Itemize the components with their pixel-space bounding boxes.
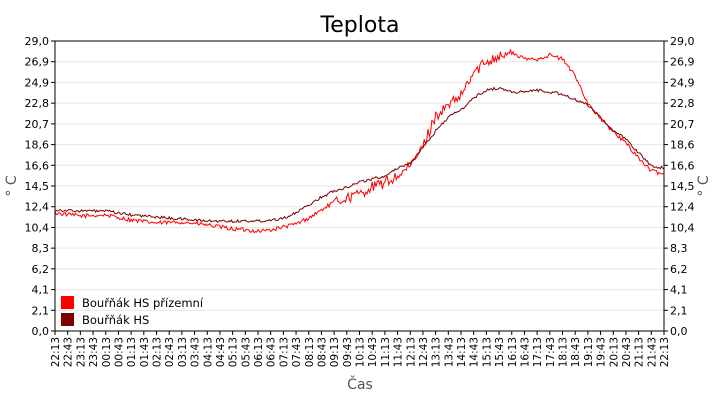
- x-tick-label: 22:13: [50, 337, 62, 367]
- y-axis-left: 0,0 2,1 4,1 6,2 8,3 10,4 12,4 14,5 16,6 18,6 20,7 2…: [25, 35, 55, 338]
- x-axis-label: Čas: [347, 375, 373, 393]
- x-tick-label: 05:13: [228, 337, 240, 367]
- y-tick-label-right: 4,1: [670, 284, 688, 297]
- grid-layer: [55, 61, 664, 311]
- x-tick-label: 02:43: [164, 337, 176, 367]
- y-tick-label-right: 20,7: [670, 118, 695, 131]
- legend-label: Bouřňák HS přízemní: [82, 296, 204, 310]
- x-tick-label: 03:13: [177, 337, 189, 367]
- x-tick-label: 09:43: [342, 337, 354, 367]
- x-tick-label: 02:13: [152, 337, 164, 367]
- x-tick-label: 21:43: [646, 337, 658, 367]
- y-tick-label-right: 29,0: [670, 35, 695, 48]
- x-tick-label: 10:43: [367, 337, 379, 367]
- x-tick-label: 01:43: [139, 337, 151, 367]
- series-line-1: [54, 48, 665, 234]
- y-tick-label-right: 18,6: [670, 139, 695, 152]
- x-tick-label: 01:13: [126, 337, 138, 367]
- y-tick-label-right: 14,5: [670, 180, 695, 193]
- x-tick-label: 00:13: [101, 337, 113, 367]
- x-tick-label: 11:13: [380, 337, 392, 367]
- y-tick-label: 22,8: [25, 97, 50, 110]
- y-tick-label-right: 6,2: [670, 263, 688, 276]
- x-tick-label: 19:13: [583, 337, 595, 367]
- x-tick-label: 16:43: [519, 337, 531, 367]
- y-tick-label: 6,2: [32, 263, 50, 276]
- chart-title: Teplota: [320, 13, 400, 38]
- y-tick-label-right: 22,8: [670, 97, 695, 110]
- x-tick-label: 15:43: [494, 337, 506, 367]
- y-tick-label-right: 0,0: [670, 325, 688, 338]
- y-tick-label-right: 16,6: [670, 159, 695, 172]
- x-tick-label: 22:13: [659, 337, 671, 367]
- y-tick-label: 24,9: [25, 76, 50, 89]
- x-tick-label: 17:43: [545, 337, 557, 367]
- x-tick-label: 05:43: [240, 337, 252, 367]
- y-tick-label: 12,4: [25, 201, 50, 214]
- x-tick-label: 16:13: [507, 337, 519, 367]
- y-tick-label: 16,6: [25, 159, 50, 172]
- series-line-2: [54, 86, 665, 223]
- y-axis-label-right: ° C: [696, 175, 712, 196]
- y-axis-right: 0,0 2,1 4,1 6,2 8,3 10,4 12,4 14,5 16,6 18,6 20,7 2…: [664, 35, 695, 338]
- x-tick-label: 14:43: [469, 337, 481, 367]
- x-tick-label: 04:43: [215, 337, 227, 367]
- y-tick-label: 8,3: [32, 242, 50, 255]
- x-tick-label: 12:13: [405, 337, 417, 367]
- y-tick-label: 18,6: [25, 139, 50, 152]
- x-tick-label: 06:13: [253, 337, 265, 367]
- legend-label: Bouřňák HS: [82, 313, 149, 327]
- y-tick-label-right: 8,3: [670, 242, 688, 255]
- y-tick-label: 2,1: [32, 304, 50, 317]
- x-tick-label: 00:43: [113, 337, 125, 367]
- x-tick-label: 10:13: [355, 337, 367, 367]
- x-tick-label: 21:13: [634, 337, 646, 367]
- x-tick-label: 13:43: [443, 337, 455, 367]
- y-tick-label-right: 10,4: [670, 221, 695, 234]
- x-tick-label: 11:43: [393, 337, 405, 367]
- y-tick-label-right: 26,9: [670, 56, 695, 69]
- x-tick-label: 08:43: [316, 337, 328, 367]
- y-tick-label: 20,7: [25, 118, 50, 131]
- x-tick-label: 14:13: [456, 337, 468, 367]
- y-axis-label-left: ° C: [4, 175, 20, 196]
- y-tick-label: 4,1: [32, 284, 50, 297]
- x-tick-label: 23:13: [75, 337, 87, 367]
- x-axis: 22:13 22:43 23:13 23:43 00:13 00:43 01:13 01:43…: [50, 331, 671, 367]
- x-tick-label: 04:13: [202, 337, 214, 367]
- x-tick-label: 07:43: [291, 337, 303, 367]
- x-tick-label: 19:43: [596, 337, 608, 367]
- series-layer: [54, 48, 665, 234]
- x-tick-label: 03:43: [190, 337, 202, 367]
- x-tick-label: 20:13: [608, 337, 620, 367]
- x-tick-label: 15:13: [481, 337, 493, 367]
- x-tick-label: 06:43: [266, 337, 278, 367]
- x-tick-label: 07:13: [278, 337, 290, 367]
- x-tick-label: 13:13: [431, 337, 443, 367]
- x-tick-label: 20:43: [621, 337, 633, 367]
- x-tick-label: 17:13: [532, 337, 544, 367]
- x-tick-label: 12:43: [418, 337, 430, 367]
- x-tick-label: 08:13: [304, 337, 316, 367]
- y-tick-label: 0,0: [32, 325, 50, 338]
- legend-swatch: [61, 313, 74, 326]
- x-tick-label: 18:43: [570, 337, 582, 367]
- legend: Bouřňák HS přízemní Bouřňák HS: [61, 296, 204, 327]
- y-tick-label: 14,5: [25, 180, 50, 193]
- y-tick-label: 10,4: [25, 221, 50, 234]
- x-tick-label: 22:43: [63, 337, 75, 367]
- x-tick-label: 18:13: [558, 337, 570, 367]
- y-tick-label-right: 2,1: [670, 304, 688, 317]
- x-tick-label: 23:43: [88, 337, 100, 367]
- y-tick-label-right: 24,9: [670, 76, 695, 89]
- y-tick-label: 29,0: [25, 35, 50, 48]
- y-tick-label-right: 12,4: [670, 201, 695, 214]
- x-tick-label: 09:13: [329, 337, 341, 367]
- legend-swatch: [61, 296, 74, 309]
- y-tick-label: 26,9: [25, 56, 50, 69]
